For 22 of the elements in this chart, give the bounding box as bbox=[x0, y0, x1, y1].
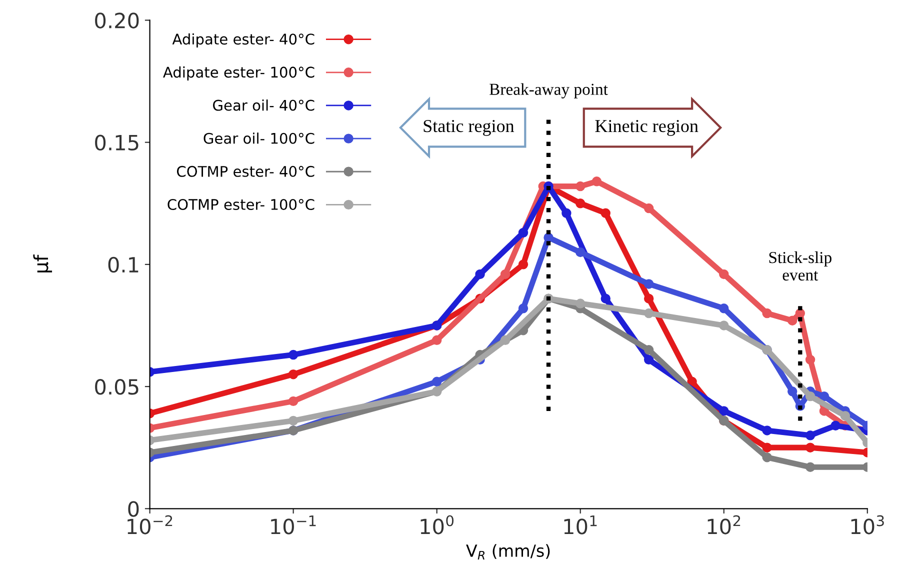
y-tick-label: 0 bbox=[128, 501, 139, 517]
annotation: Kinetic region bbox=[595, 120, 698, 136]
y-tick-label: 0.20 bbox=[95, 12, 139, 28]
annotation: Static region bbox=[424, 120, 514, 136]
legend-label: Gear oil- 100°C bbox=[204, 132, 314, 144]
legend-label: Gear oil- 40°C bbox=[213, 100, 314, 111]
x-tick-label: 10$^{0}$ bbox=[420, 515, 454, 534]
x-tick-label: 10$^{2}$ bbox=[708, 515, 740, 534]
y-tick-label: 0.05 bbox=[95, 378, 138, 395]
x-tick-label: 10$^{3}$ bbox=[851, 515, 884, 534]
x-tick-label: 10$^{1}$ bbox=[564, 515, 597, 534]
ref-line-label: Break-away point bbox=[490, 83, 608, 98]
x-axis-title: V$_{R}$ (mm/s) bbox=[466, 544, 550, 560]
legend-label: Adipate ester- 40°C bbox=[172, 33, 314, 48]
ref-line-label: Stick-slip event bbox=[769, 251, 832, 281]
x-tick-label: 10$^{−1}$ bbox=[271, 515, 316, 534]
legend-label: Adipate ester- 100°C bbox=[163, 66, 314, 81]
y-axis-title: μf bbox=[33, 254, 52, 272]
legend-label: COTMP ester- 40°C bbox=[176, 166, 314, 177]
y-tick-label: 0.1 bbox=[108, 256, 138, 273]
y-tick-label: 0.15 bbox=[95, 134, 138, 151]
legend-label: COTMP ester- 100°C bbox=[168, 198, 314, 210]
